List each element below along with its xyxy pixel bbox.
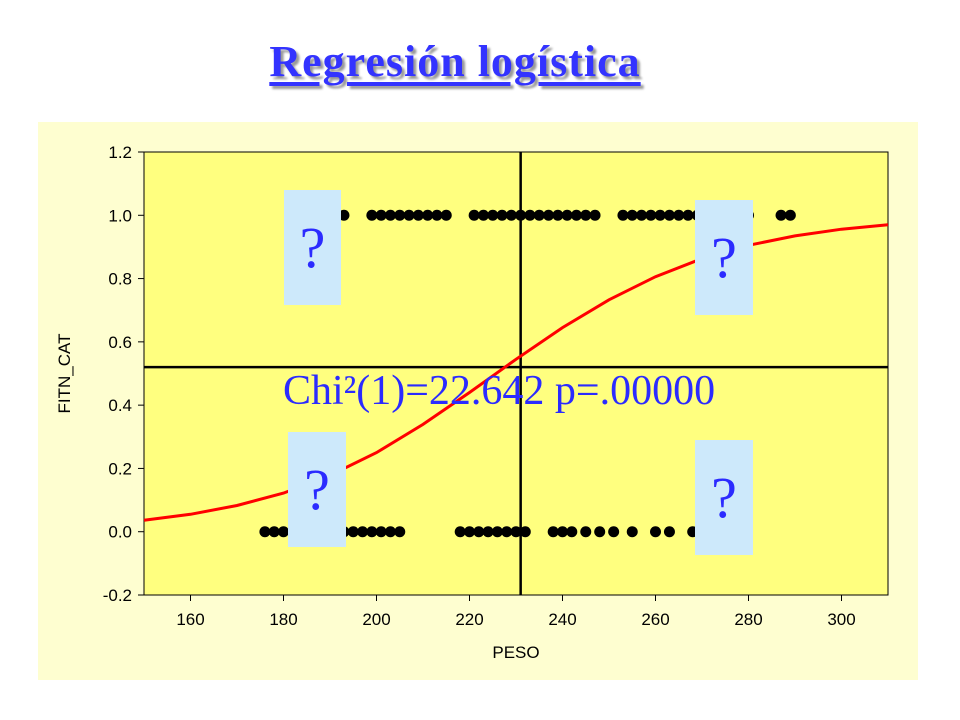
data-point xyxy=(626,526,638,538)
data-point xyxy=(663,526,675,538)
logistic-fit-curve xyxy=(143,223,889,522)
data-point xyxy=(594,526,606,538)
slide-title: Regresión logística xyxy=(269,37,641,86)
data-point xyxy=(505,209,517,221)
plot-area xyxy=(143,151,889,596)
data-point xyxy=(403,209,415,221)
data-point xyxy=(626,209,638,221)
question-box-top-right: ? xyxy=(695,200,753,315)
y-axis-label: FITN_CAT xyxy=(55,334,74,414)
data-point xyxy=(268,526,280,538)
data-point xyxy=(477,209,489,221)
data-point xyxy=(663,209,675,221)
x-tick-label: 220 xyxy=(455,610,483,629)
data-point xyxy=(394,526,406,538)
data-point xyxy=(570,209,582,221)
data-point xyxy=(440,209,452,221)
data-point xyxy=(650,526,661,538)
x-tick-label: 240 xyxy=(548,610,576,629)
x-tick-label: 260 xyxy=(641,610,669,629)
data-point xyxy=(557,526,568,538)
data-point xyxy=(524,209,536,221)
data-point xyxy=(608,526,620,538)
data-point xyxy=(496,209,508,221)
x-tick-label: 160 xyxy=(176,610,204,629)
scatter-chart: -0.2 0.0 0.2 0.4 0.6 0.8 1.0 1.2 160 180 200 220 24… xyxy=(55,143,889,662)
data-point xyxy=(473,526,485,538)
question-box-bottom-right: ? xyxy=(695,440,753,555)
data-point xyxy=(468,209,480,221)
data-point xyxy=(547,526,559,538)
x-tick-label: 200 xyxy=(362,610,390,629)
y-tick-label: 0.0 xyxy=(108,523,132,542)
chart-panel: -0.2 0.0 0.2 0.4 0.6 0.8 1.0 1.2 160 180 200 220 24… xyxy=(38,122,918,680)
data-point xyxy=(654,209,666,221)
data-point xyxy=(366,526,378,538)
data-point xyxy=(347,526,359,538)
data-points xyxy=(259,209,796,538)
data-point xyxy=(682,209,694,221)
data-point xyxy=(566,526,578,538)
data-point xyxy=(580,209,592,221)
y-tick-label: 0.2 xyxy=(108,459,132,478)
question-box-bottom-left: ? xyxy=(288,432,346,547)
data-point xyxy=(636,209,648,221)
data-point xyxy=(384,526,396,538)
x-tick-label: 280 xyxy=(734,610,762,629)
data-point xyxy=(487,209,499,221)
y-tick-label: 1.2 xyxy=(108,143,132,162)
data-point xyxy=(775,209,787,221)
x-axis-label: PESO xyxy=(492,643,539,662)
data-point xyxy=(375,526,387,538)
data-point xyxy=(384,209,396,221)
data-point xyxy=(394,209,406,221)
data-point xyxy=(543,209,555,221)
data-point xyxy=(412,209,424,221)
data-point xyxy=(561,209,573,221)
data-point xyxy=(515,209,527,221)
data-point xyxy=(580,526,592,538)
data-point xyxy=(673,209,685,221)
data-point xyxy=(278,526,289,538)
reference-lines xyxy=(144,152,888,595)
y-axis: -0.2 0.0 0.2 0.4 0.6 0.8 1.0 1.2 xyxy=(103,143,144,605)
data-point xyxy=(464,526,475,538)
data-point xyxy=(482,526,494,538)
data-point xyxy=(501,526,513,538)
data-point xyxy=(366,209,378,221)
y-tick-label: 1.0 xyxy=(108,206,132,225)
x-tick-label: 300 xyxy=(827,610,855,629)
data-point xyxy=(617,209,629,221)
data-point xyxy=(491,526,503,538)
chi-square-statistic: Chi²(1)=22.642 p=.00000 xyxy=(283,368,716,414)
data-point xyxy=(259,526,271,538)
data-point xyxy=(784,209,796,221)
data-point xyxy=(357,526,369,538)
y-tick-label: 0.6 xyxy=(108,333,132,352)
data-point xyxy=(519,526,531,538)
x-axis: 160 180 200 220 240 260 280 300 xyxy=(176,595,856,629)
y-tick-label: 0.4 xyxy=(108,396,132,415)
y-tick-label: 0.8 xyxy=(108,270,132,289)
y-tick-label: -0.2 xyxy=(103,586,132,605)
data-point xyxy=(533,209,545,221)
data-point xyxy=(589,209,601,221)
x-tick-label: 180 xyxy=(269,610,297,629)
data-point xyxy=(454,526,466,538)
data-point xyxy=(338,209,350,221)
data-point xyxy=(431,209,443,221)
data-point xyxy=(552,209,564,221)
data-point xyxy=(510,526,522,538)
data-point xyxy=(645,209,657,221)
question-box-top-left: ? xyxy=(284,190,341,305)
data-point xyxy=(422,209,434,221)
data-point xyxy=(375,209,387,221)
